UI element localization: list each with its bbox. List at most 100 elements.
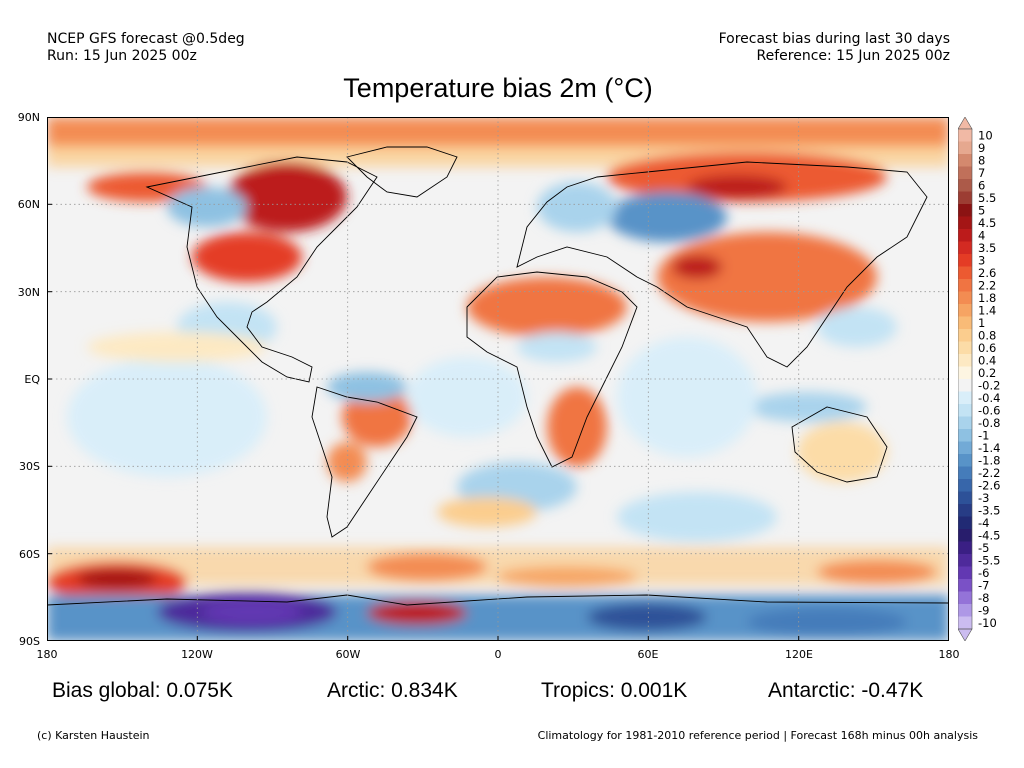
reference-label: Reference: 15 Jun 2025 00z <box>756 48 951 64</box>
colorbar-frame <box>958 128 973 630</box>
colorbar-label: 0.6 <box>978 341 996 355</box>
colorbar-label: -2.2 <box>978 466 1000 480</box>
colorbar-swatch <box>958 354 972 367</box>
colorbar-swatch <box>958 166 972 180</box>
colorbar-label: -0.8 <box>978 416 1000 430</box>
colorbar-label: 8 <box>978 153 985 167</box>
colorbar-label: -1 <box>978 428 989 442</box>
colorbar-label: 3 <box>978 253 985 267</box>
colorbar-label: 0.2 <box>978 366 996 380</box>
bias-period-label: Forecast bias during last 30 days <box>718 31 950 47</box>
colorbar-swatch <box>958 316 972 330</box>
colorbar-swatch <box>958 554 972 567</box>
colorbar-label: 4 <box>978 228 985 242</box>
colorbar-label: -6 <box>978 566 989 580</box>
stat-tropics: Tropics: 0.001K <box>541 679 688 702</box>
colorbar-swatch <box>958 179 972 192</box>
colorbar-min-arrow <box>958 628 973 641</box>
header-right: Forecast bias during last 30 days Refere… <box>719 31 950 65</box>
lon-label-120w: 120W <box>181 648 213 661</box>
colorbar-swatch <box>958 129 972 142</box>
lat-label-30n: 30N <box>17 286 40 299</box>
colorbar-label: 1 <box>978 316 985 330</box>
coastlines <box>47 146 949 606</box>
colorbar-label: 3.5 <box>978 241 996 255</box>
colorbar-swatch <box>958 204 972 217</box>
graticule <box>47 117 949 641</box>
colorbar-swatch <box>958 579 972 592</box>
colorbar-swatch <box>958 379 972 392</box>
colorbar-label: 2.6 <box>978 266 996 280</box>
colorbar-swatch <box>958 241 972 255</box>
colorbar-label: -8 <box>978 591 989 605</box>
map-ticks <box>47 203 800 641</box>
colorbar-swatch <box>958 429 972 442</box>
lat-label-60s: 60S <box>19 548 40 561</box>
map-title: Temperature bias 2m (°C) <box>343 73 653 103</box>
colorbar-label: -10 <box>978 616 997 630</box>
colorbar-label: -5 <box>978 541 989 555</box>
colorbar-swatch <box>958 516 972 530</box>
colorbar-swatch <box>958 216 972 230</box>
colorbar-label: -0.2 <box>978 378 1000 392</box>
colorbar-label: -1.8 <box>978 453 1000 467</box>
colorbar-label: -9 <box>978 603 989 617</box>
colorbar-label: 9 <box>978 141 985 155</box>
colorbar-swatch <box>958 441 972 455</box>
stat-arctic: Arctic: 0.834K <box>327 679 458 702</box>
colorbar-swatch <box>958 191 972 205</box>
lon-label-60e: 60E <box>637 648 659 661</box>
stat-global: Bias global: 0.075K <box>52 679 233 702</box>
colorbar-swatch <box>958 404 972 417</box>
model-label: NCEP GFS forecast @0.5deg <box>47 31 245 47</box>
lon-label-120e: 120E <box>785 648 813 661</box>
colorbar-label: 6 <box>978 178 985 192</box>
footnote-label: Climatology for 1981-2010 reference peri… <box>537 729 978 742</box>
lon-label-60w: 60W <box>335 648 361 661</box>
colorbar-swatch <box>958 291 972 305</box>
colorbar-swatch <box>958 566 972 580</box>
colorbar-label: 5 <box>978 203 985 217</box>
colorbar-swatch <box>958 491 972 505</box>
colorbar-swatch <box>958 541 972 555</box>
bias-map <box>47 117 949 641</box>
colorbar-swatch <box>958 266 972 280</box>
colorbar-swatch <box>958 366 972 380</box>
colorbar-label: 5.5 <box>978 191 996 205</box>
colorbar-swatch <box>958 616 972 630</box>
colorbar-swatch <box>958 254 972 267</box>
lon-label-180w: 180 <box>36 648 58 661</box>
colorbar-label: -4 <box>978 516 989 530</box>
colorbar-swatch <box>958 229 972 242</box>
lat-label-90n: 90N <box>17 111 40 124</box>
colorbar-label: -3.5 <box>978 503 1000 517</box>
colorbar-swatch <box>958 304 972 317</box>
colorbar-swatch <box>958 279 972 292</box>
lat-label-90s: 90S <box>19 635 40 648</box>
colorbar-swatch <box>958 604 972 617</box>
colorbar-label: -1.4 <box>978 441 1000 455</box>
colorbar-label: -3 <box>978 491 989 505</box>
colorbar-swatch <box>958 341 972 355</box>
header-left: NCEP GFS forecast @0.5deg Run: 15 Jun 20… <box>47 31 245 65</box>
colorbar-swatch <box>958 454 972 467</box>
colorbar-label: 4.5 <box>978 216 996 230</box>
credit-label: (c) Karsten Haustein <box>37 729 150 742</box>
colorbar-swatch <box>958 391 972 405</box>
run-label: Run: 15 Jun 2025 00z <box>47 48 197 64</box>
colorbar-swatch <box>958 154 972 167</box>
colorbar-label: -0.6 <box>978 403 1000 417</box>
colorbar-label: 0.8 <box>978 328 996 342</box>
colorbar-label: 10 <box>978 128 993 142</box>
lon-label-0: 0 <box>494 648 502 661</box>
lon-label-180e: 180 <box>938 648 960 661</box>
colorbar-label: 2.2 <box>978 278 996 292</box>
colorbar-label: 7 <box>978 166 985 180</box>
lat-label-eq: EQ <box>24 373 40 386</box>
colorbar-legend: 1098765.554.543.532.62.21.81.410.80.60.4… <box>958 117 1000 641</box>
colorbar-label: 1.4 <box>978 303 996 317</box>
colorbar-swatch <box>958 416 972 430</box>
colorbar-max-arrow <box>958 117 973 130</box>
stat-antarctic: Antarctic: -0.47K <box>768 679 924 702</box>
colorbar-swatch <box>958 504 972 517</box>
